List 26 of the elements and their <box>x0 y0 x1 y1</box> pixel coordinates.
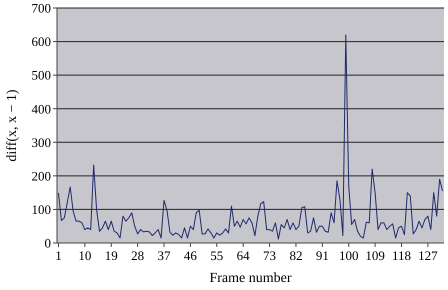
x-tick-label: 19 <box>104 248 118 263</box>
x-tick-label: 100 <box>338 248 358 263</box>
x-tick-label: 64 <box>236 248 250 263</box>
x-tick-label: 37 <box>158 248 172 263</box>
y-tick-label: 0 <box>44 236 51 251</box>
x-tick-label: 10 <box>78 248 92 263</box>
x-axis-title: Frame number <box>209 271 292 286</box>
y-tick-label: 700 <box>32 0 51 16</box>
x-tick-label: 46 <box>184 248 198 263</box>
y-tick-label: 100 <box>32 202 51 217</box>
x-tick-label: 82 <box>289 248 302 263</box>
x-tick-label: 127 <box>418 248 438 263</box>
y-tick-label: 600 <box>32 34 51 50</box>
x-tick-label: 118 <box>392 248 412 263</box>
x-tick-label: 91 <box>316 248 329 263</box>
x-tick-label: 55 <box>210 248 224 263</box>
y-axis-title: diff(x, x − 1) <box>5 89 20 162</box>
y-tick-label: 500 <box>32 68 51 83</box>
x-tick-label: 28 <box>131 248 144 263</box>
x-tick-label: 109 <box>365 248 385 263</box>
line-series <box>58 34 444 240</box>
y-tick-label: 300 <box>32 134 51 150</box>
x-tick-label: 1 <box>55 248 62 263</box>
y-tick-label: 400 <box>32 101 51 116</box>
y-tick-label: 200 <box>32 168 51 184</box>
x-tick-label: 73 <box>263 248 276 263</box>
